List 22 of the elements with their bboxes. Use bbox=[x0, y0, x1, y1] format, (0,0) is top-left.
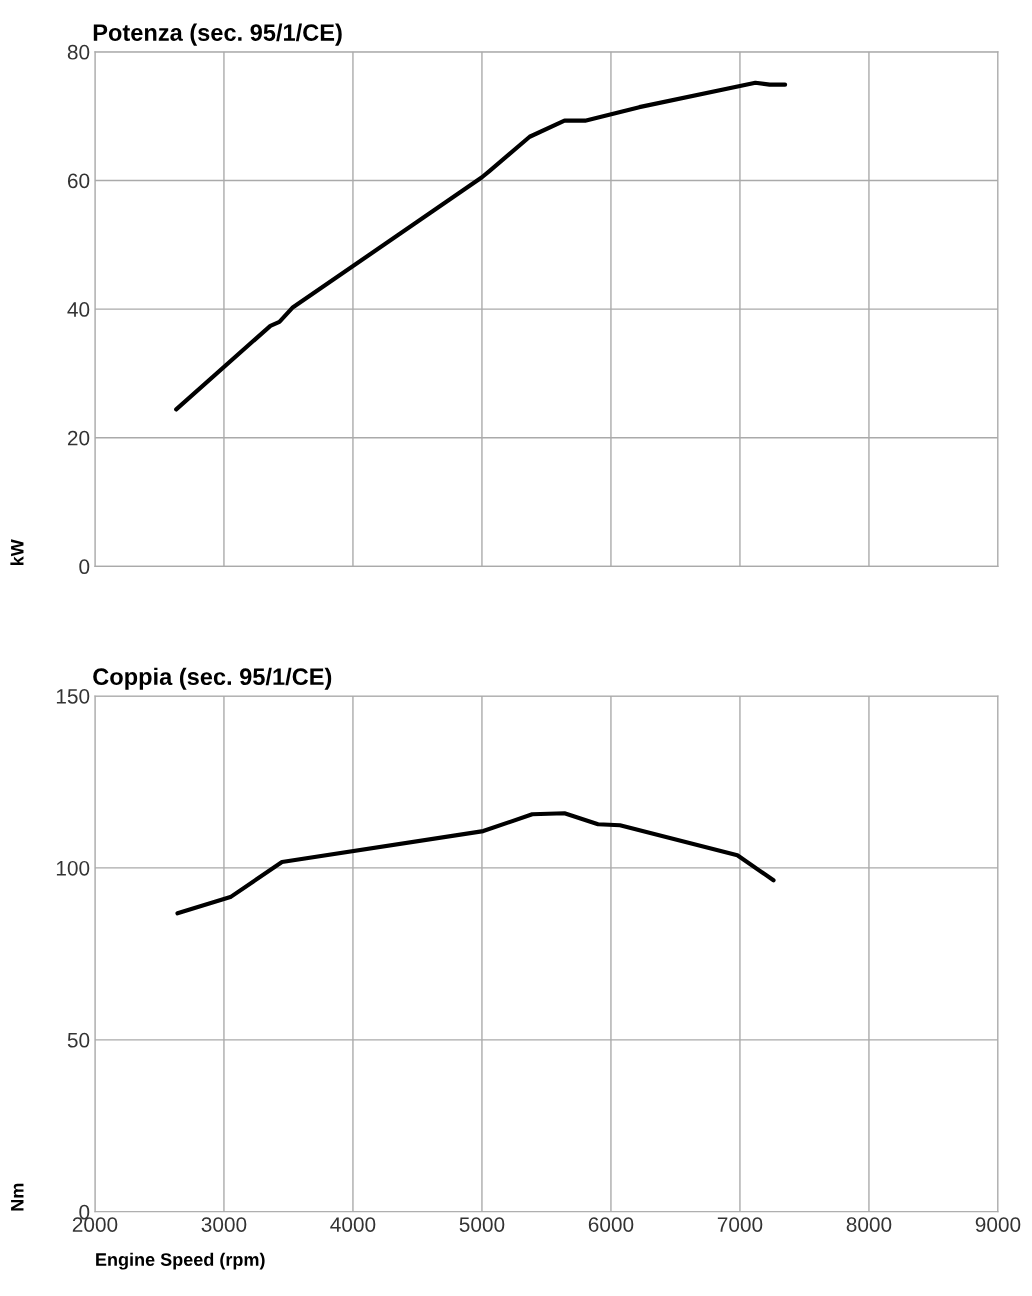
x-tick-label: 8000 bbox=[846, 1217, 892, 1232]
y-tick-label: 60 bbox=[67, 173, 90, 189]
y-tick-label: 50 bbox=[67, 1032, 90, 1048]
y-tick-label: 20 bbox=[67, 430, 90, 446]
x-tick-label: 4000 bbox=[330, 1217, 376, 1232]
x-tick-label: 7000 bbox=[717, 1217, 763, 1232]
y-tick-label: 100 bbox=[56, 860, 90, 876]
y-tick-label: 150 bbox=[56, 688, 90, 704]
line-series bbox=[175, 811, 776, 916]
line-series bbox=[174, 80, 788, 412]
chart-title: Potenza (sec. 95/1/CE) bbox=[93, 23, 342, 46]
chart-title: Coppia (sec. 95/1/CE) bbox=[93, 667, 332, 690]
y-axis-title: kW bbox=[10, 539, 24, 566]
x-tick-label: 9000 bbox=[975, 1217, 1021, 1232]
y-axis-title: Nm bbox=[11, 1183, 24, 1211]
y-tick-label: 80 bbox=[67, 44, 90, 60]
x-tick-label: 6000 bbox=[588, 1217, 634, 1232]
x-tick-label: 5000 bbox=[459, 1217, 505, 1232]
x-axis-title: Engine Speed (rpm) bbox=[96, 1252, 265, 1270]
y-tick-label: 40 bbox=[67, 302, 90, 317]
y-tick-label: 0 bbox=[79, 559, 90, 575]
x-tick-label: 3000 bbox=[201, 1217, 247, 1232]
